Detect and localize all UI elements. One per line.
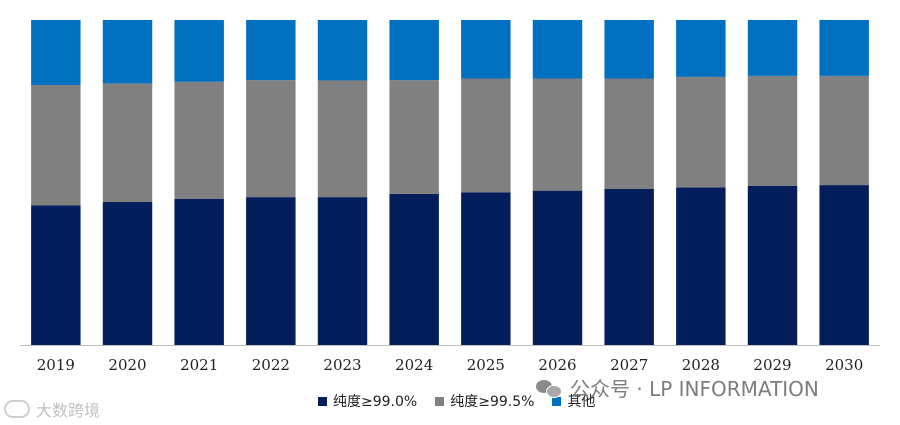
bar-2024-series-2 — [389, 20, 439, 81]
logo-mark-icon — [4, 400, 30, 418]
watermark-text: 公众号 · LP INFORMATION — [570, 377, 819, 401]
bar-2025-series-2 — [461, 20, 511, 79]
bar-2026-series-1 — [532, 78, 583, 191]
legend-label-series-2: 其他 — [567, 394, 596, 410]
legend-swatch-series-2 — [552, 396, 562, 406]
watermark: 公众号 · LP INFORMATION — [536, 373, 819, 402]
x-tick-labels: 2019 2020 2021 2022 2023 2024 2025 2026 2027 2028… — [37, 356, 864, 374]
bar-2030-series-0 — [819, 185, 869, 345]
x-tick-2028: 2028 — [682, 356, 720, 374]
bar-2026-series-0 — [532, 190, 583, 346]
bar-2021-series-0 — [174, 198, 224, 345]
bar-2022-series-2 — [246, 20, 296, 81]
bar-2030-series-1 — [819, 75, 869, 186]
legend-label-series-1: 纯度≥99.5% — [450, 394, 535, 410]
bar-2021-series-2 — [174, 20, 224, 82]
x-tick-2029: 2029 — [753, 356, 791, 374]
x-tick-2027: 2027 — [610, 356, 648, 374]
bar-2028-series-0 — [676, 187, 726, 346]
bar-2027-series-1 — [604, 78, 654, 189]
x-tick-2023: 2023 — [323, 356, 361, 374]
x-tick-2026: 2026 — [538, 356, 576, 374]
legend-label-series-0: 纯度≥99.0% — [333, 394, 418, 410]
legend: 纯度≥99.0% 纯度≥99.5% 其他 — [318, 391, 595, 411]
legend-swatch-series-1 — [435, 396, 445, 406]
bar-2026-series-2 — [532, 20, 583, 79]
bar-2021-series-1 — [174, 81, 224, 199]
legend-item-series-0: 纯度≥99.0% — [318, 391, 417, 411]
x-tick-2020: 2020 — [108, 356, 146, 374]
bar-2025-series-1 — [461, 78, 511, 193]
x-tick-2024: 2024 — [395, 356, 433, 374]
bar-2024-series-0 — [389, 193, 439, 346]
bar-2020-series-1 — [102, 83, 153, 203]
bar-2028-series-1 — [676, 76, 726, 188]
bar-2024-series-1 — [389, 80, 439, 194]
bar-2020-series-0 — [102, 202, 153, 345]
x-tick-2030: 2030 — [825, 356, 863, 374]
bar-2020-series-2 — [102, 20, 153, 84]
bar-2025-series-0 — [461, 192, 511, 345]
bar-2029-series-0 — [747, 185, 798, 345]
bar-2023-series-1 — [317, 80, 368, 198]
bar-2022-series-1 — [246, 80, 296, 198]
x-tick-2025: 2025 — [467, 356, 505, 374]
bar-2030-series-2 — [819, 20, 869, 76]
bars-layer — [31, 20, 869, 346]
bar-2023-series-2 — [317, 20, 368, 81]
bar-2027-series-0 — [604, 189, 654, 345]
bar-2029-series-1 — [747, 75, 798, 186]
x-tick-2021: 2021 — [180, 356, 218, 374]
bar-2028-series-2 — [676, 20, 726, 77]
legend-item-series-2: 其他 — [552, 391, 595, 411]
corner-logo-text: 大数跨境 — [36, 401, 101, 420]
legend-item-series-1: 纯度≥99.5% — [435, 391, 534, 411]
x-tick-2022: 2022 — [252, 356, 290, 374]
bar-2019-series-0 — [31, 205, 81, 345]
wechat-icon — [536, 378, 562, 398]
bar-2019-series-2 — [31, 20, 81, 85]
bar-2029-series-2 — [747, 20, 798, 76]
bar-2027-series-2 — [604, 20, 654, 79]
bar-2019-series-1 — [31, 85, 81, 206]
legend-swatch-series-0 — [318, 396, 327, 406]
x-tick-2019: 2019 — [37, 356, 75, 374]
bar-2023-series-0 — [317, 197, 368, 346]
bar-2022-series-0 — [246, 197, 296, 346]
corner-logo: 大数跨境 — [4, 397, 100, 421]
